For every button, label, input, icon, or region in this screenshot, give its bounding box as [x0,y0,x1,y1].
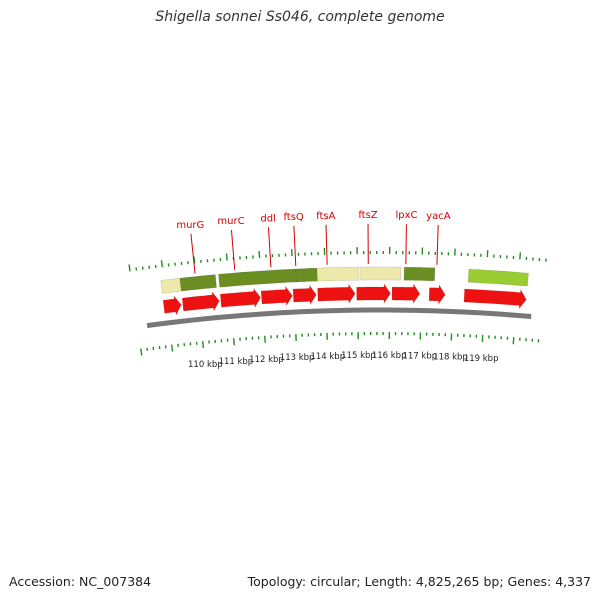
major-tick [160,260,163,268]
cds-arrow [292,284,317,306]
gene-leader-line [405,224,407,265]
gene-label-ftsA: ftsA [316,211,335,222]
gene-leader-line [230,229,236,270]
gene-leader-line [267,227,272,268]
kbp-label: 115 kbp [341,351,376,361]
feature-block [218,268,297,288]
major-tick [140,348,143,356]
gene-label-ftsZ: ftsZ [358,210,377,221]
genome-summary-text: Topology: circular; Length: 4,825,265 bp… [247,574,591,589]
gene-label-murC: murC [217,216,244,227]
kbp-label: 116 kbp [372,351,407,361]
major-tick [201,341,205,349]
kbp-label: 113 kbp [280,353,315,363]
genome-backbone [146,307,532,329]
major-tick [193,256,196,264]
feature-block [467,268,529,287]
major-tick [512,337,515,345]
major-tick [519,252,522,260]
feature-block [360,266,402,281]
feature-block [160,277,182,294]
major-tick [232,338,235,346]
feature-block [295,267,318,283]
major-tick [171,344,174,352]
cds-arrow [260,285,293,307]
gene-label-murG: murG [176,220,204,231]
cds-arrow [463,288,527,310]
kbp-label: 119 kbp [464,354,499,364]
outer-tick-ring [128,247,547,272]
major-tick [128,264,131,272]
cds-arrow [162,295,182,316]
gene-leader-line [293,225,297,266]
gene-leader-line [325,224,328,265]
feature-block [179,274,217,292]
gene-leader-line [436,224,439,265]
major-tick [225,253,228,261]
cds-track [162,283,527,316]
gene-label-lpxC: lpxC [395,210,417,221]
gene-label-yacA: yacA [426,211,451,222]
feature-track [160,266,529,294]
gene-label-ddl: ddl [260,213,275,224]
kbp-label: 114 kbp [310,352,345,362]
kbp-label: 111 kbp [219,357,254,367]
inner-tick-ring [140,332,540,356]
feature-block [403,266,436,282]
gene-label-layer: murG murC ddl ftsQ ftsA ftsZ lpxC yacA [176,210,451,274]
kbp-label: 112 kbp [249,355,284,365]
cds-arrow [428,284,446,305]
cds-arrow [317,283,356,305]
cds-arrow [356,283,391,304]
cds-arrow [391,283,421,305]
kbp-label: 110 kbp [188,360,223,370]
kbp-label: 117 kbp [403,351,438,361]
gene-leader-line [190,233,196,274]
gene-label-ftsQ: ftsQ [283,212,303,223]
cds-arrow [181,291,220,312]
feature-block [316,266,360,282]
cds-arrow [220,287,261,309]
kbp-label: 118 kbp [433,352,468,362]
map-title: Shigella sonnei Ss046, complete genome [155,9,445,25]
accession-text: Accession: NC_007384 [9,574,152,589]
